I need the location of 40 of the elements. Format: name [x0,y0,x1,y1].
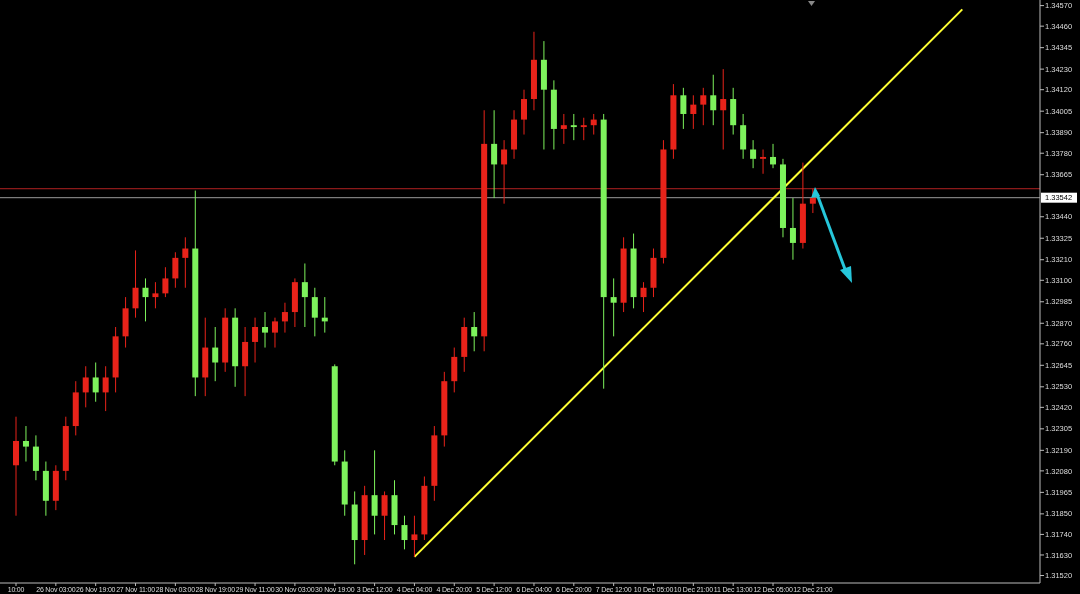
candlestick [491,109,498,199]
candlestick [281,302,288,334]
candlestick [521,89,527,136]
candlestick [381,490,388,541]
candlestick [789,197,796,261]
candlestick [142,277,149,322]
candlestick [690,94,697,130]
candlestick [760,148,767,175]
candlestick [162,266,169,298]
candlestick [680,87,687,130]
candlestick [501,139,508,205]
candlestick [570,113,577,141]
candlestick [92,362,99,403]
candlestick [152,281,159,309]
candlestick [560,113,567,145]
candlestick [132,249,139,319]
candlestick [471,311,478,352]
candlestick [102,365,109,412]
candlestick [271,317,278,349]
candlestick [182,236,189,289]
candlestick [82,365,89,408]
candlestick [262,311,269,349]
candlestick [700,87,707,126]
candlestick [212,326,219,382]
candlestick [580,117,587,141]
candlestick [610,277,617,337]
candlestick [720,68,727,150]
candlestick [371,449,378,535]
candlestick [640,281,647,313]
candlestick [311,287,318,337]
candlestick [401,515,408,550]
candlestick [252,317,259,364]
candlestick [710,74,717,126]
candlestick [301,262,308,328]
candlestick [172,251,179,289]
candlestick [750,139,757,169]
candlestick [809,188,816,214]
candlestick [770,143,777,169]
candlestick [411,515,418,558]
candlestick [22,425,29,463]
